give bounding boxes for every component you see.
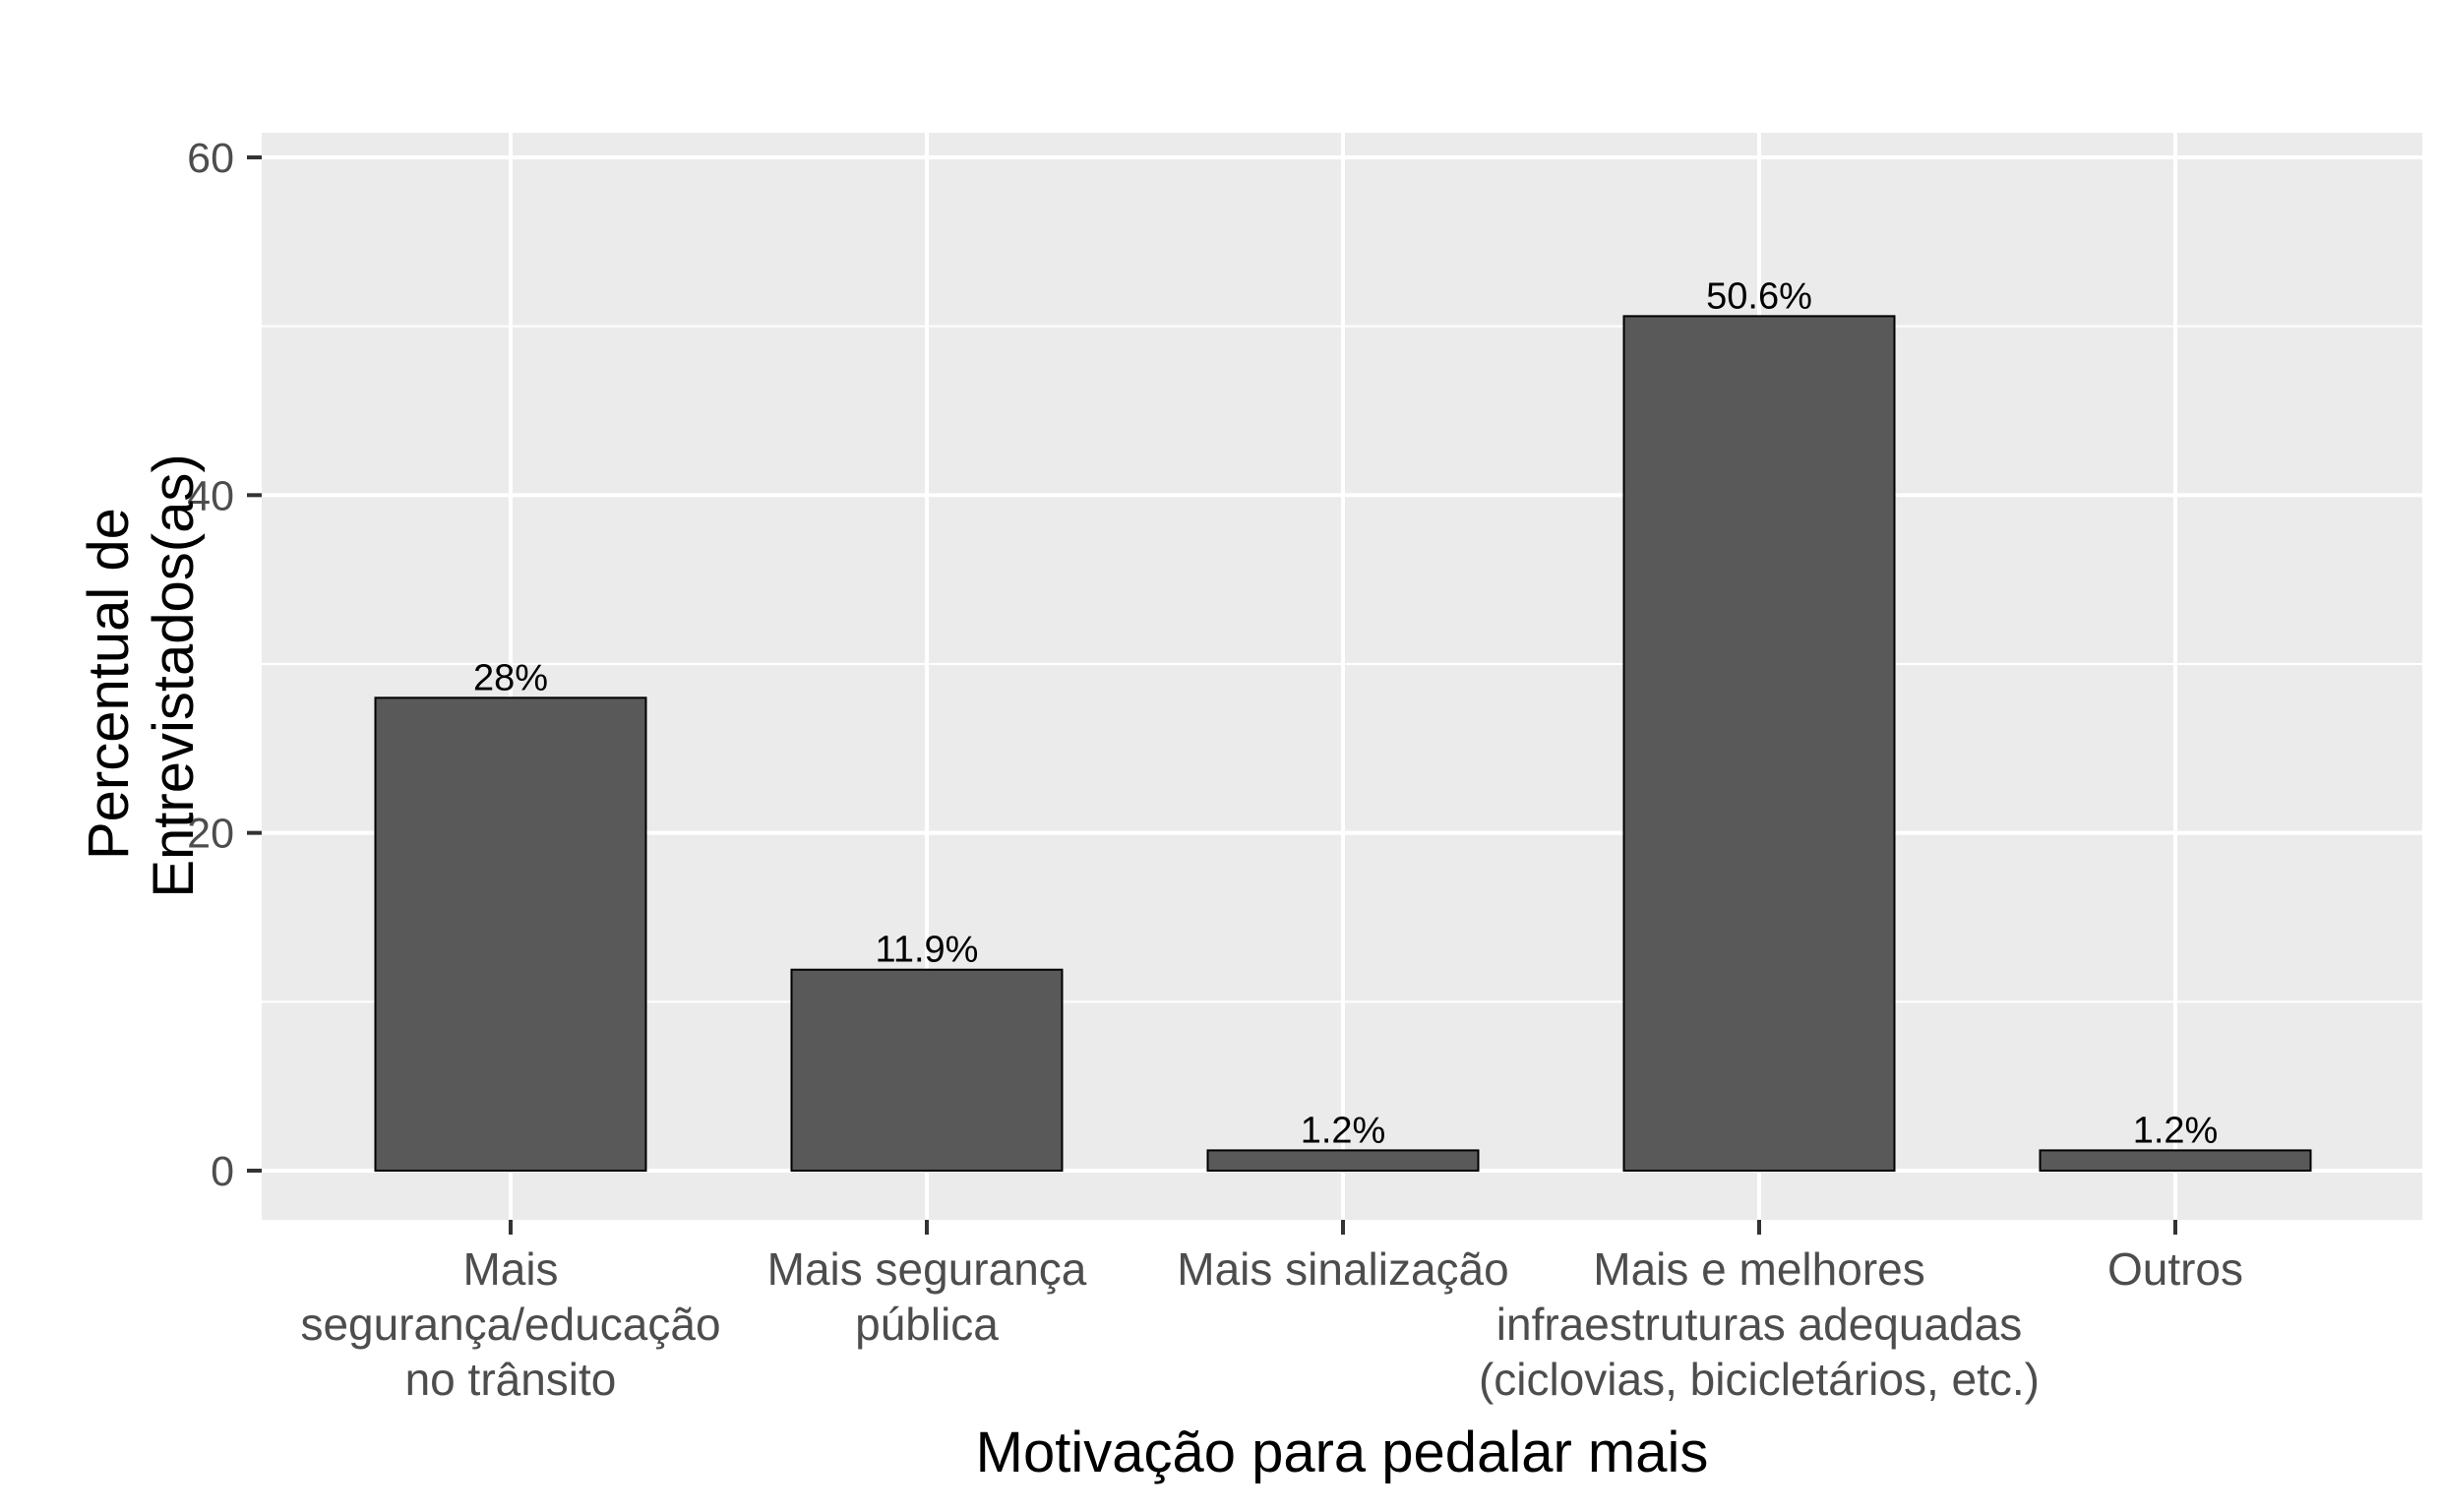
x-tick-label-line: Mais sinalização <box>1177 1243 1508 1295</box>
x-tick-label-line: Mais <box>462 1243 558 1295</box>
x-tick-label: Outros <box>2107 1243 2243 1295</box>
x-tick-label-line: pública <box>855 1299 999 1350</box>
x-tick-label: Mais e melhores infraestruturas adequadas… <box>1479 1243 2040 1405</box>
x-axis-title: Motivação para pedalar mais <box>976 1421 1709 1484</box>
y-tick-label: 60 <box>187 135 234 182</box>
y-tick-label: 0 <box>211 1148 234 1195</box>
bar-value-label: 50.6% <box>1706 275 1812 317</box>
x-tick-label-line: Mais segurança <box>767 1243 1087 1295</box>
x-tick-label-line: Outros <box>2107 1243 2243 1295</box>
x-tick-label: Mais segurança/educação no trânsito <box>300 1243 720 1405</box>
bar-value-labels: 28% 11.9% 1.2% 50.6% 1.2% <box>473 275 2218 1151</box>
bar-value-label: 11.9% <box>876 930 979 971</box>
bar-value-label: 1.2% <box>2133 1110 2219 1151</box>
bar <box>2039 1149 2312 1173</box>
x-tick-label-line: no trânsito <box>405 1354 617 1405</box>
y-axis-title-line: Entrevistados(as) <box>142 454 206 897</box>
bar <box>1622 315 1896 1173</box>
bar <box>1206 1149 1480 1173</box>
x-tick-label: Mais segurança pública <box>767 1243 1087 1350</box>
y-axis-title-line: Percentual de <box>77 508 141 860</box>
x-tick-label-line: Mais e melhores <box>1593 1243 1924 1295</box>
y-tick-label: 20 <box>187 811 234 858</box>
y-axis-title: Percentual de Entrevistados(as) <box>77 454 206 897</box>
bar <box>790 968 1064 1173</box>
x-tick-label-line: segurança/educação <box>300 1299 720 1350</box>
y-tick-label: 40 <box>187 472 234 519</box>
y-axis: 0 20 40 60 <box>187 135 262 1195</box>
bar <box>374 696 647 1172</box>
x-tick-label: Mais sinalização <box>1177 1243 1508 1295</box>
x-tick-label-line: (ciclovias, bicicletários, etc.) <box>1479 1354 2040 1405</box>
bar-value-label: 1.2% <box>1301 1110 1386 1151</box>
bar-value-label: 28% <box>473 657 548 698</box>
bars <box>374 315 2312 1173</box>
x-tick-label-line: infraestruturas adequadas <box>1496 1299 2022 1350</box>
